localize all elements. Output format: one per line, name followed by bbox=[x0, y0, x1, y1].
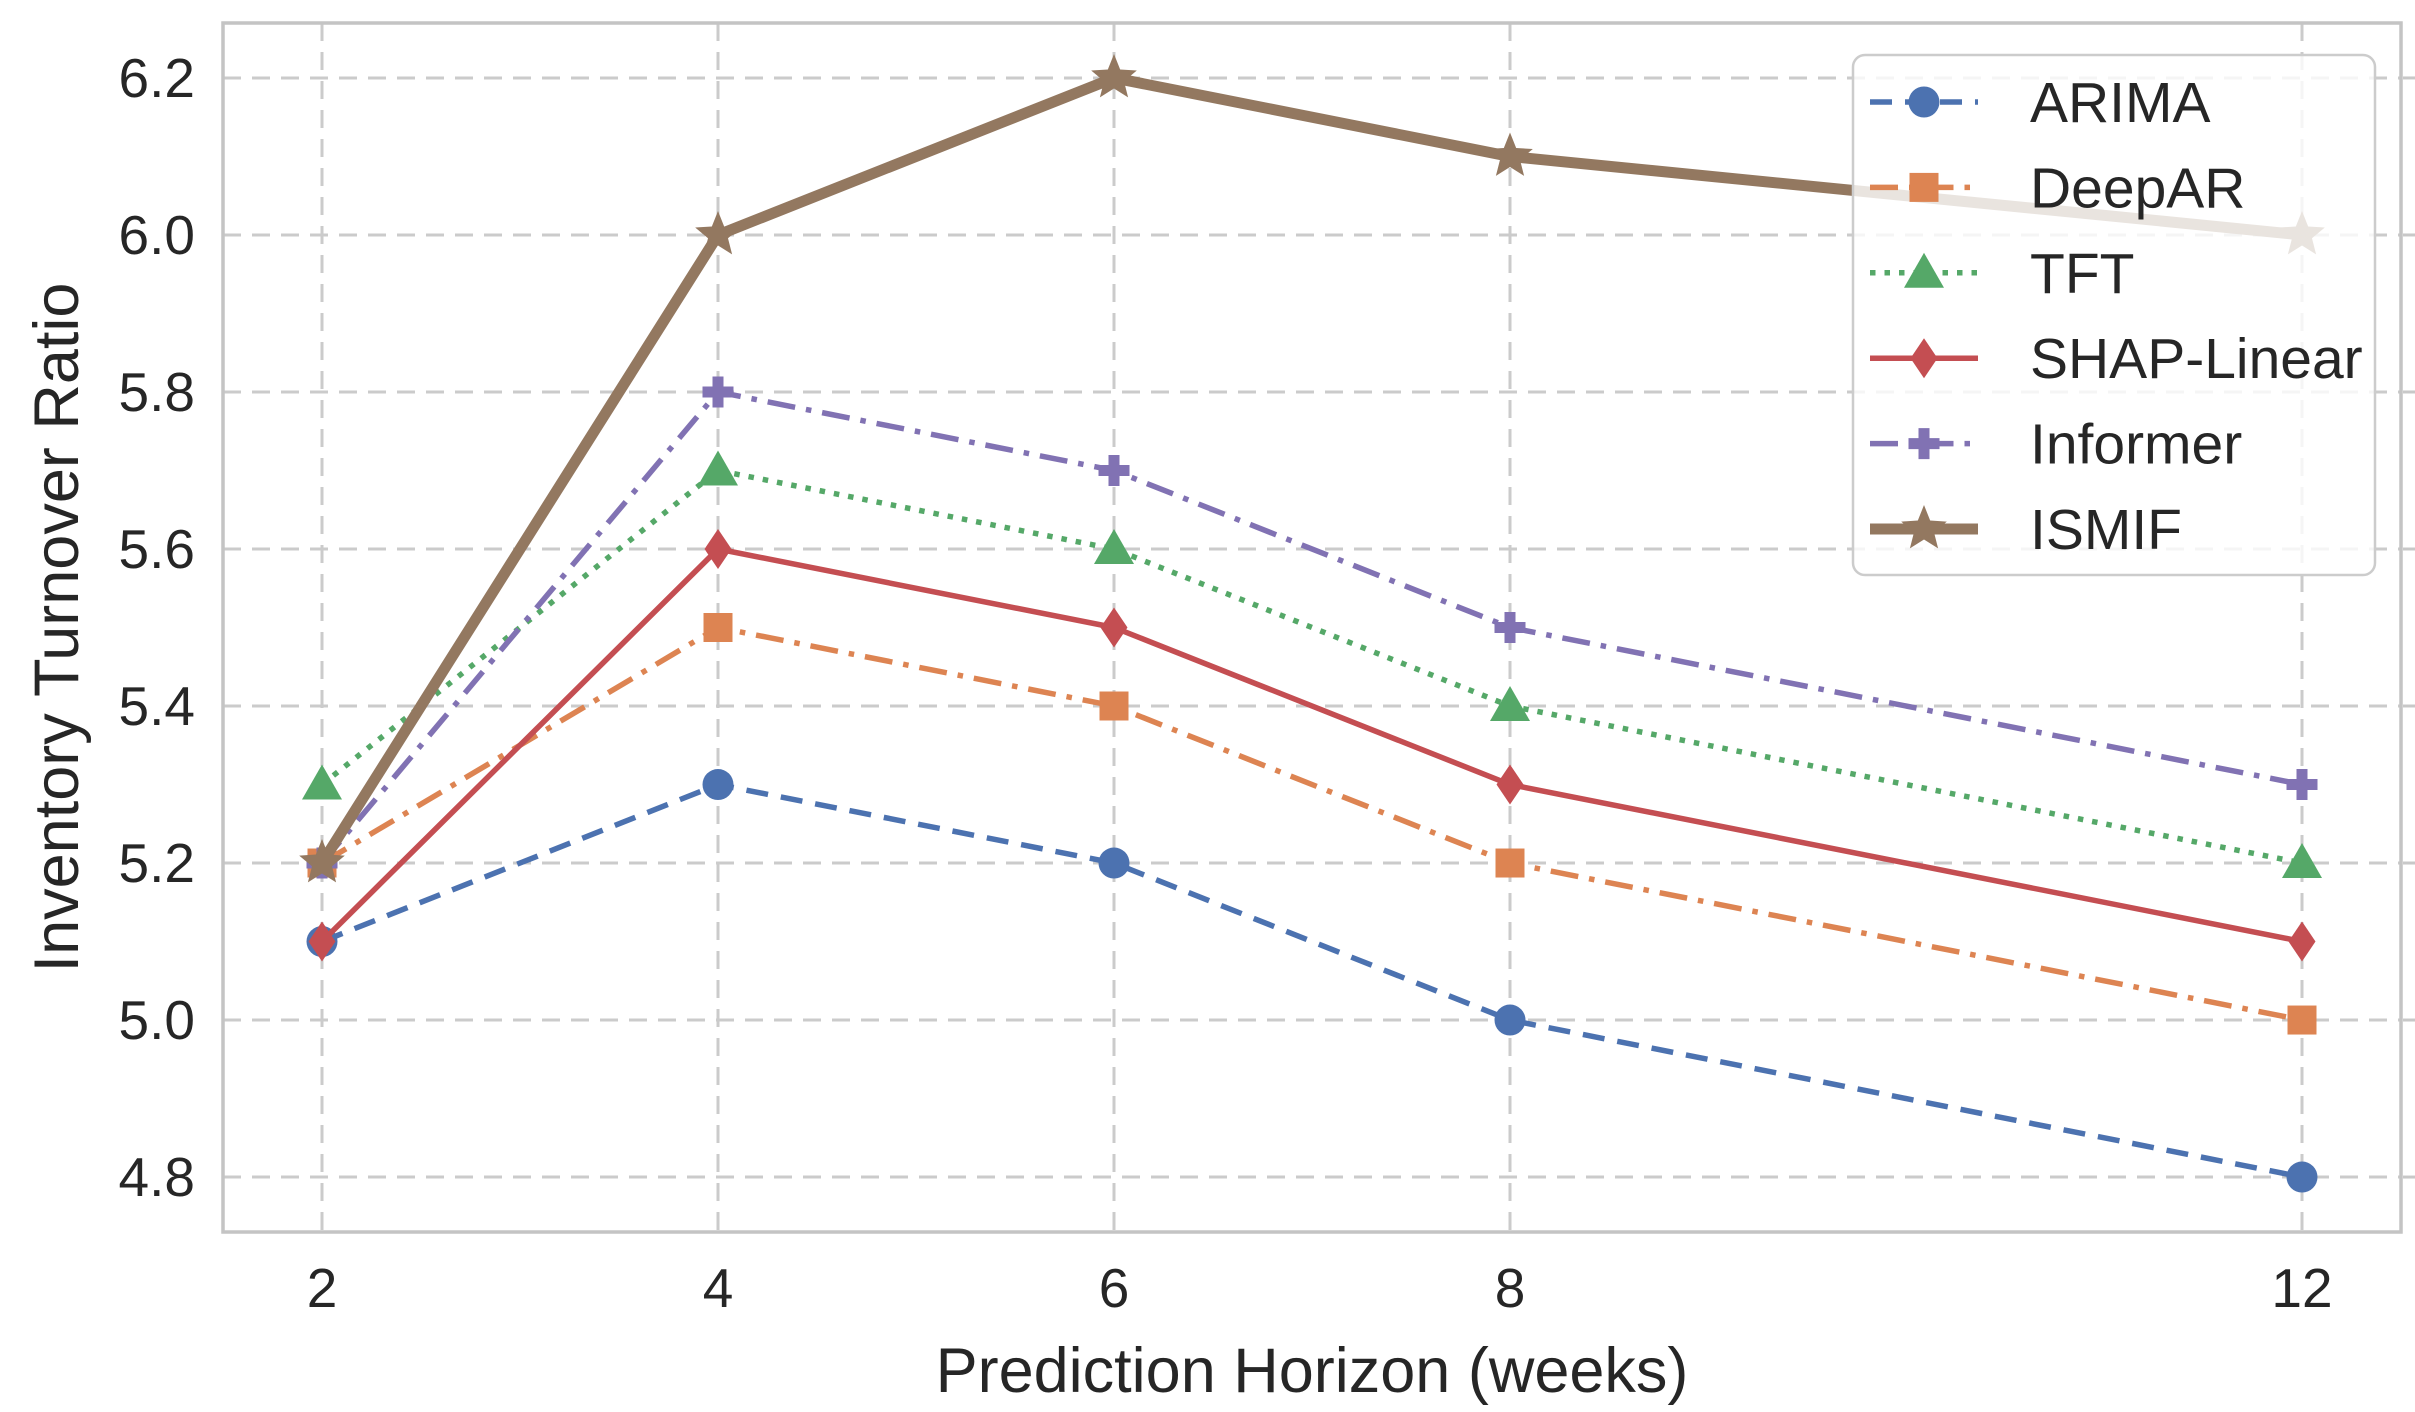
circle-marker bbox=[1098, 847, 1130, 879]
triangle-marker bbox=[1490, 686, 1530, 722]
legend-entry-Informer: Informer bbox=[1870, 413, 2242, 477]
circle-marker bbox=[2286, 1161, 2318, 1193]
diamond-marker bbox=[1100, 607, 1128, 648]
x-tick-label: 8 bbox=[1495, 1257, 1526, 1319]
y-tick-label: 5.6 bbox=[119, 518, 195, 580]
legend-label: Informer bbox=[2030, 413, 2242, 477]
series-line-ARIMA bbox=[320, 781, 2303, 1180]
legend: ARIMA DeepAR TFT SHAP-Linear Informer ISMIF bbox=[1851, 53, 2377, 577]
diamond-marker bbox=[308, 921, 336, 962]
y-tick-label: 6.2 bbox=[119, 47, 195, 109]
circle-marker bbox=[1494, 1004, 1526, 1036]
legend-label: TFT bbox=[2030, 242, 2134, 306]
series-TFT bbox=[302, 450, 2322, 879]
diamond-marker bbox=[2288, 921, 2316, 962]
square-marker bbox=[1099, 691, 1129, 721]
y-axis: 4.8 5.0 5.2 5.4 5.6 5.8 6.0 6.2 bbox=[119, 47, 195, 1208]
x-tick-label: 6 bbox=[1099, 1257, 1130, 1319]
legend-entry-TFT: TFT bbox=[1870, 242, 2134, 306]
y-tick-label: 5.0 bbox=[119, 989, 195, 1051]
diamond-marker bbox=[1496, 764, 1524, 805]
diamond-marker bbox=[704, 528, 732, 569]
x-tick-label: 12 bbox=[2271, 1257, 2332, 1319]
star-marker bbox=[1487, 132, 1533, 176]
plus-marker bbox=[1098, 454, 1130, 486]
x-axis: 2 4 6 8 12 bbox=[307, 1257, 2333, 1319]
legend-label: ARIMA bbox=[2030, 71, 2211, 135]
circle-marker bbox=[1908, 86, 1940, 118]
legend-label: SHAP-Linear bbox=[2030, 327, 2363, 391]
triangle-marker bbox=[1904, 252, 1944, 288]
star-marker bbox=[1901, 505, 1947, 549]
y-tick-label: 6.0 bbox=[119, 204, 195, 266]
y-axis-title: Inventory Turnover Ratio bbox=[22, 283, 92, 973]
legend-box bbox=[1851, 53, 2377, 577]
series-line-TFT bbox=[320, 467, 2303, 866]
triangle-marker bbox=[302, 764, 342, 800]
star-marker bbox=[299, 839, 345, 883]
y-tick-label: 5.4 bbox=[119, 675, 195, 737]
square-marker bbox=[1495, 848, 1525, 878]
triangle-marker bbox=[1094, 528, 1134, 564]
plus-marker bbox=[2286, 769, 2318, 801]
legend-label: DeepAR bbox=[2030, 156, 2245, 220]
legend-entry-DeepAR: DeepAR bbox=[1870, 156, 2245, 220]
plus-marker bbox=[702, 376, 734, 408]
y-tick-label: 4.8 bbox=[119, 1146, 195, 1208]
square-marker bbox=[2287, 1005, 2317, 1035]
y-tick-label: 5.8 bbox=[119, 361, 195, 423]
square-marker bbox=[1909, 172, 1939, 202]
series-line-DeepAR bbox=[320, 624, 2303, 1023]
legend-entry-ISMIF: ISMIF bbox=[1870, 498, 2182, 562]
x-axis-title: Prediction Horizon (weeks) bbox=[936, 1336, 1689, 1406]
plus-marker bbox=[1908, 428, 1940, 460]
x-tick-label: 4 bbox=[703, 1257, 734, 1319]
star-marker bbox=[695, 210, 741, 255]
triangle-marker bbox=[698, 450, 738, 486]
legend-label: ISMIF bbox=[2030, 498, 2182, 562]
series-SHAP-Linear bbox=[308, 528, 2316, 962]
circle-marker bbox=[702, 769, 734, 801]
plus-marker bbox=[1494, 612, 1526, 643]
x-tick-label: 2 bbox=[307, 1257, 338, 1319]
star-marker bbox=[1091, 53, 1137, 98]
legend-entry-ARIMA: ARIMA bbox=[1870, 71, 2211, 135]
axes-spines bbox=[221, 21, 2403, 1234]
square-marker bbox=[703, 613, 733, 642]
right-tick-marks bbox=[2403, 76, 2415, 1179]
y-tick-label: 5.2 bbox=[119, 832, 195, 894]
triangle-marker bbox=[2282, 843, 2322, 879]
diamond-marker bbox=[1910, 338, 1938, 379]
legend-entry-SHAP-Linear: SHAP-Linear bbox=[1870, 327, 2363, 391]
